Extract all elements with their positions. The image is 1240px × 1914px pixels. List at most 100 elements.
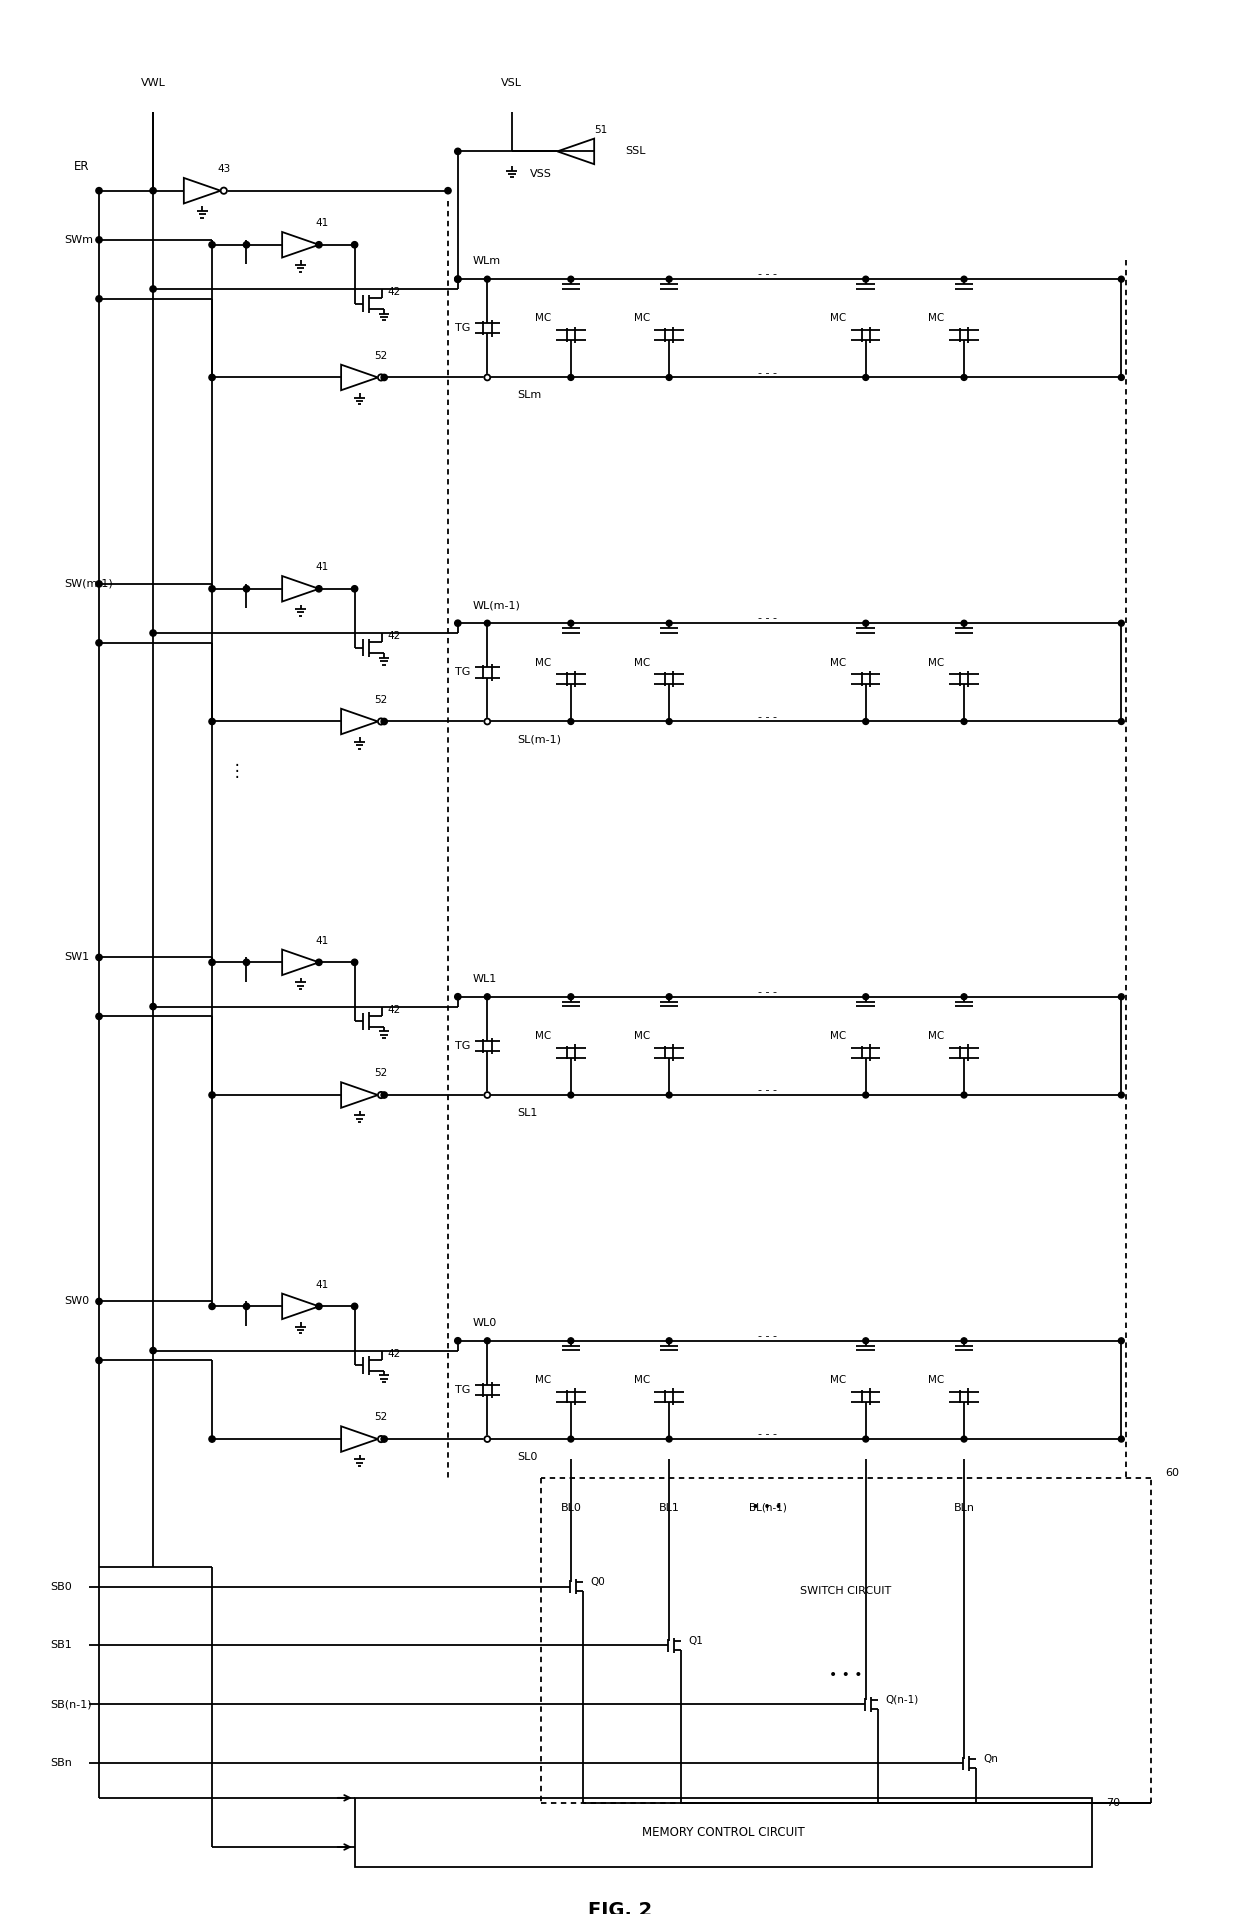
- Circle shape: [485, 620, 490, 626]
- Text: - - -: - - -: [758, 1330, 777, 1342]
- Circle shape: [95, 295, 102, 302]
- Text: MC: MC: [634, 658, 650, 668]
- Text: VWL: VWL: [140, 78, 165, 88]
- Text: MC: MC: [536, 658, 552, 668]
- Text: MC: MC: [634, 1032, 650, 1041]
- Circle shape: [208, 1091, 216, 1099]
- Circle shape: [1118, 1093, 1125, 1099]
- Circle shape: [381, 375, 387, 381]
- Circle shape: [863, 620, 869, 626]
- Circle shape: [381, 1436, 387, 1443]
- Circle shape: [666, 620, 672, 626]
- Circle shape: [1118, 375, 1125, 381]
- Text: MC: MC: [830, 1374, 847, 1386]
- Text: SBn: SBn: [50, 1759, 72, 1769]
- Circle shape: [666, 1338, 672, 1344]
- Circle shape: [863, 1338, 869, 1344]
- Text: 42: 42: [387, 632, 401, 641]
- Circle shape: [666, 375, 672, 381]
- Circle shape: [961, 1338, 967, 1344]
- Circle shape: [1118, 276, 1125, 281]
- Circle shape: [961, 276, 967, 281]
- Circle shape: [381, 718, 387, 725]
- Circle shape: [445, 188, 451, 193]
- Text: 52: 52: [374, 350, 388, 362]
- Text: MC: MC: [634, 1374, 650, 1386]
- Circle shape: [568, 375, 574, 381]
- Text: SW0: SW0: [64, 1296, 89, 1307]
- Text: 41: 41: [315, 1280, 329, 1290]
- Circle shape: [863, 718, 869, 723]
- Circle shape: [455, 620, 461, 626]
- Circle shape: [568, 620, 574, 626]
- Text: ER: ER: [73, 159, 89, 172]
- Circle shape: [378, 1091, 384, 1099]
- Circle shape: [378, 718, 384, 725]
- Text: 42: 42: [387, 1349, 401, 1359]
- Circle shape: [95, 639, 102, 647]
- Text: - - -: - - -: [758, 988, 777, 997]
- Circle shape: [243, 959, 249, 965]
- Circle shape: [485, 276, 490, 281]
- Text: MC: MC: [929, 658, 945, 668]
- Circle shape: [863, 1093, 869, 1099]
- Circle shape: [95, 1298, 102, 1305]
- Circle shape: [208, 718, 216, 725]
- Text: SB(n-1): SB(n-1): [50, 1700, 92, 1709]
- Circle shape: [316, 1303, 322, 1309]
- Text: MC: MC: [929, 314, 945, 323]
- Circle shape: [863, 276, 869, 281]
- Text: - - -: - - -: [758, 612, 777, 624]
- Circle shape: [316, 241, 322, 249]
- Text: WL1: WL1: [472, 974, 497, 984]
- Circle shape: [666, 1436, 672, 1441]
- Circle shape: [95, 1013, 102, 1020]
- Circle shape: [1118, 620, 1125, 626]
- Circle shape: [150, 1347, 156, 1353]
- Text: 41: 41: [315, 218, 329, 228]
- Circle shape: [961, 1093, 967, 1099]
- Text: SB1: SB1: [50, 1640, 72, 1650]
- Text: - - -: - - -: [758, 1430, 777, 1439]
- Circle shape: [863, 1436, 869, 1441]
- Circle shape: [150, 630, 156, 635]
- Text: WL0: WL0: [472, 1319, 497, 1328]
- Circle shape: [455, 276, 461, 281]
- Text: FIG. 2: FIG. 2: [588, 1901, 652, 1914]
- Text: SW1: SW1: [64, 953, 89, 963]
- Circle shape: [378, 375, 384, 381]
- Circle shape: [485, 1093, 490, 1099]
- Text: MC: MC: [929, 1032, 945, 1041]
- Text: TG: TG: [455, 668, 470, 678]
- Text: SB0: SB0: [50, 1581, 72, 1592]
- Circle shape: [243, 241, 249, 249]
- Circle shape: [208, 959, 216, 965]
- Text: BLn: BLn: [954, 1502, 975, 1512]
- Text: SWm: SWm: [64, 235, 94, 245]
- Text: 42: 42: [387, 1005, 401, 1014]
- Text: Qn: Qn: [983, 1753, 998, 1763]
- Text: WL(m-1): WL(m-1): [472, 601, 521, 611]
- Circle shape: [95, 580, 102, 588]
- Text: Q(n-1): Q(n-1): [885, 1694, 919, 1705]
- Circle shape: [1118, 1436, 1125, 1441]
- Circle shape: [1118, 1338, 1125, 1344]
- Text: MC: MC: [830, 314, 847, 323]
- Circle shape: [95, 1357, 102, 1363]
- Text: 51: 51: [594, 124, 606, 134]
- Circle shape: [961, 993, 967, 999]
- Text: TG: TG: [455, 323, 470, 333]
- Circle shape: [455, 276, 461, 281]
- Text: - - -: - - -: [758, 270, 777, 279]
- Circle shape: [208, 586, 216, 591]
- Text: Q0: Q0: [590, 1577, 605, 1587]
- Text: 52: 52: [374, 1068, 388, 1078]
- Circle shape: [351, 959, 358, 965]
- Text: TG: TG: [455, 1386, 470, 1395]
- Circle shape: [863, 375, 869, 381]
- Text: SWITCH CIRCUIT: SWITCH CIRCUIT: [801, 1587, 892, 1596]
- Circle shape: [243, 586, 249, 591]
- Circle shape: [568, 993, 574, 999]
- Circle shape: [221, 188, 227, 193]
- Text: 41: 41: [315, 563, 329, 572]
